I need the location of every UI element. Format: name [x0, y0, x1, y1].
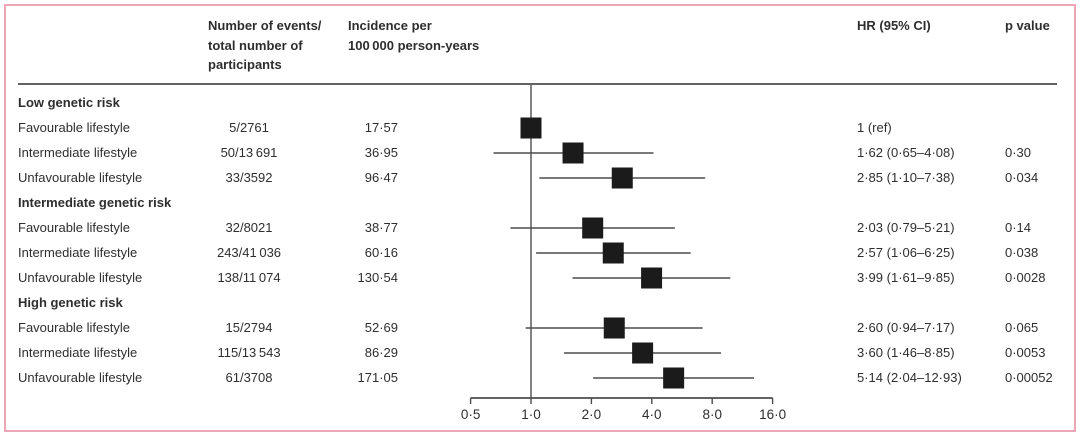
- column-header-line: total number of: [208, 37, 303, 53]
- row-p-value: 0·0053: [1005, 345, 1046, 360]
- row-hr-ci: 1 (ref): [857, 120, 892, 135]
- row-label: Intermediate lifestyle: [18, 145, 138, 160]
- row-label: Unfavourable lifestyle: [18, 170, 143, 185]
- row-p-value: 0·0028: [1005, 270, 1046, 285]
- column-header-events: Number of events/ total number of partic…: [208, 16, 321, 75]
- row-incidence: 171·05: [357, 370, 398, 385]
- hr-marker: [611, 167, 633, 189]
- row-hr-ci: 1·62 (0·65–4·08): [857, 145, 955, 160]
- hr-marker: [663, 367, 685, 389]
- x-tick-label: 16·0: [759, 407, 786, 422]
- row-events: 138/11 074: [217, 270, 281, 285]
- row-p-value: 0·038: [1005, 245, 1039, 260]
- group-header: Intermediate genetic risk: [18, 195, 172, 210]
- row-incidence: 60·16: [364, 245, 398, 260]
- hr-marker: [641, 267, 663, 289]
- row-events: 33/3592: [225, 170, 273, 185]
- row-label: Intermediate lifestyle: [18, 245, 138, 260]
- hr-marker: [562, 142, 584, 164]
- row-events: 5/2761: [229, 120, 269, 135]
- row-hr-ci: 3·60 (1·46–8·85): [857, 345, 955, 360]
- row-hr-ci: 2·85 (1·10–7·38): [857, 170, 955, 185]
- column-header-line: 100 000 person-years: [348, 37, 480, 53]
- row-hr-ci: 3·99 (1·61–9·85): [857, 270, 955, 285]
- row-label: Favourable lifestyle: [18, 320, 130, 335]
- group-header: High genetic risk: [18, 295, 123, 310]
- hr-marker: [582, 217, 604, 239]
- row-label: Intermediate lifestyle: [18, 345, 138, 360]
- hr-marker: [520, 117, 542, 139]
- hr-marker: [603, 317, 625, 339]
- row-events: 32/8021: [225, 220, 273, 235]
- hr-marker: [602, 242, 624, 264]
- group-header: Low genetic risk: [18, 95, 120, 110]
- row-label: Unfavourable lifestyle: [18, 370, 143, 385]
- x-tick-label: 1·0: [521, 407, 541, 422]
- row-label: Favourable lifestyle: [18, 220, 130, 235]
- column-header-incidence: Incidence per 100 000 person-years: [348, 16, 479, 55]
- row-incidence: 17·57: [364, 120, 398, 135]
- column-header-line: Number of events/: [208, 18, 322, 33]
- row-events: 15/2794: [225, 320, 273, 335]
- x-tick-label: 0·5: [461, 407, 481, 422]
- forest-plot-figure: [4, 4, 1076, 432]
- hr-marker: [632, 342, 654, 364]
- row-events: 115/13 543: [217, 345, 281, 360]
- row-incidence: 52·69: [364, 320, 398, 335]
- row-incidence: 38·77: [364, 220, 398, 235]
- row-hr-ci: 5·14 (2·04–12·93): [857, 370, 962, 385]
- row-p-value: 0·14: [1005, 220, 1032, 235]
- row-incidence: 86·29: [364, 345, 398, 360]
- row-incidence: 36·95: [364, 145, 398, 160]
- row-hr-ci: 2·60 (0·94–7·17): [857, 320, 955, 335]
- row-label: Favourable lifestyle: [18, 120, 130, 135]
- row-label: Unfavourable lifestyle: [18, 270, 143, 285]
- row-events: 243/41 036: [216, 245, 282, 260]
- column-header-hr: HR (95% CI): [857, 18, 931, 33]
- column-header-line: participants: [208, 57, 282, 72]
- column-header-line: Incidence per: [348, 18, 432, 33]
- x-tick-label: 2·0: [582, 407, 602, 422]
- row-p-value: 0·00052: [1005, 370, 1053, 385]
- row-events: 61/3708: [225, 370, 273, 385]
- row-p-value: 0·065: [1005, 320, 1039, 335]
- row-incidence: 96·47: [364, 170, 398, 185]
- x-tick-label: 8·0: [702, 407, 722, 422]
- row-incidence: 130·54: [357, 270, 398, 285]
- x-tick-label: 4·0: [642, 407, 662, 422]
- row-p-value: 0·034: [1005, 170, 1039, 185]
- row-events: 50/13 691: [220, 145, 278, 160]
- row-p-value: 0·30: [1005, 145, 1032, 160]
- row-hr-ci: 2·03 (0·79–5·21): [857, 220, 955, 235]
- row-hr-ci: 2·57 (1·06–6·25): [857, 245, 955, 260]
- column-header-pvalue: p value: [1005, 18, 1050, 33]
